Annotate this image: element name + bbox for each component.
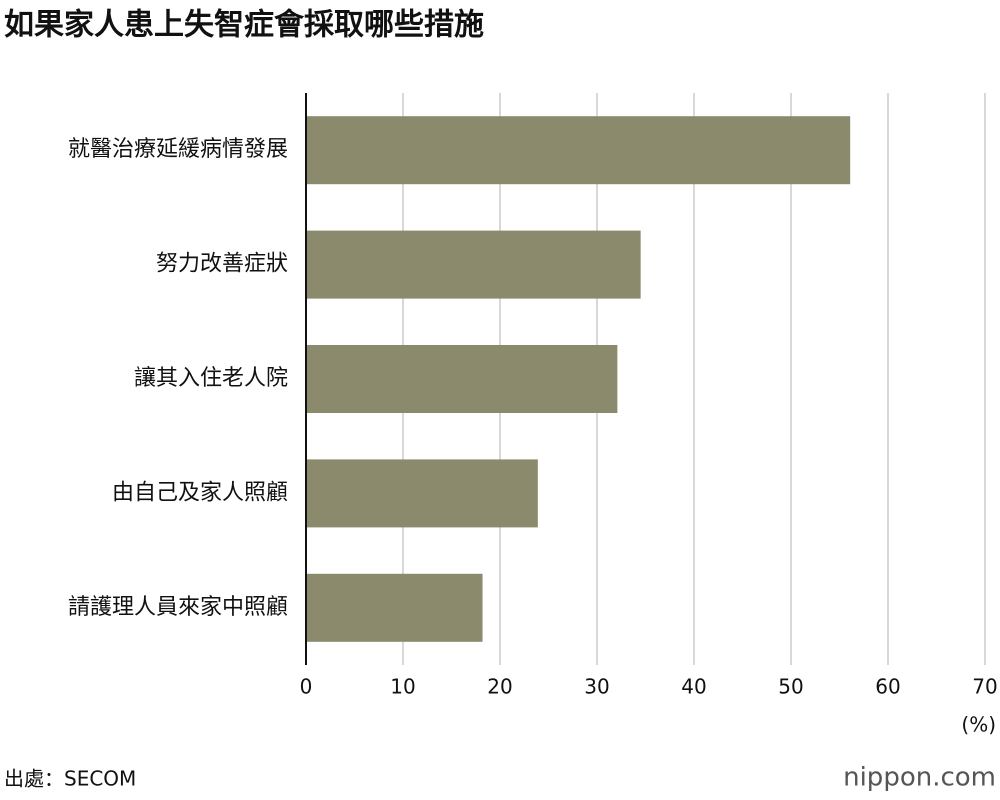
x-tick-label: 20: [487, 675, 512, 699]
bar: [306, 230, 641, 299]
bar: [306, 116, 851, 185]
x-tick-label: 70: [972, 675, 997, 699]
source: 出處：SECOM: [4, 767, 136, 791]
brand: nippon.com: [843, 763, 996, 793]
y-tick-label: 努力改善症狀: [156, 252, 288, 277]
x-tick-label: 60: [875, 675, 900, 699]
y-tick-label: 請護理人員來家中照顧: [68, 595, 288, 620]
x-tick-label: 30: [584, 675, 609, 699]
bar: [306, 459, 538, 528]
y-tick-label: 就醫治療延緩病情發展: [68, 137, 288, 162]
x-tick-label: 40: [681, 675, 706, 699]
bar: [306, 345, 618, 413]
x-tick-label: 50: [778, 675, 803, 699]
chart-title: 如果家人患上失智症會採取哪些措施: [4, 8, 484, 43]
x-tick-label: 10: [390, 675, 415, 699]
y-tick-label: 讓其入住老人院: [134, 366, 288, 391]
x-tick-label: 0: [300, 675, 313, 699]
bar: [306, 573, 483, 642]
y-tick-label: 由自己及家人照顧: [112, 480, 288, 505]
x-unit: (%): [961, 713, 996, 737]
